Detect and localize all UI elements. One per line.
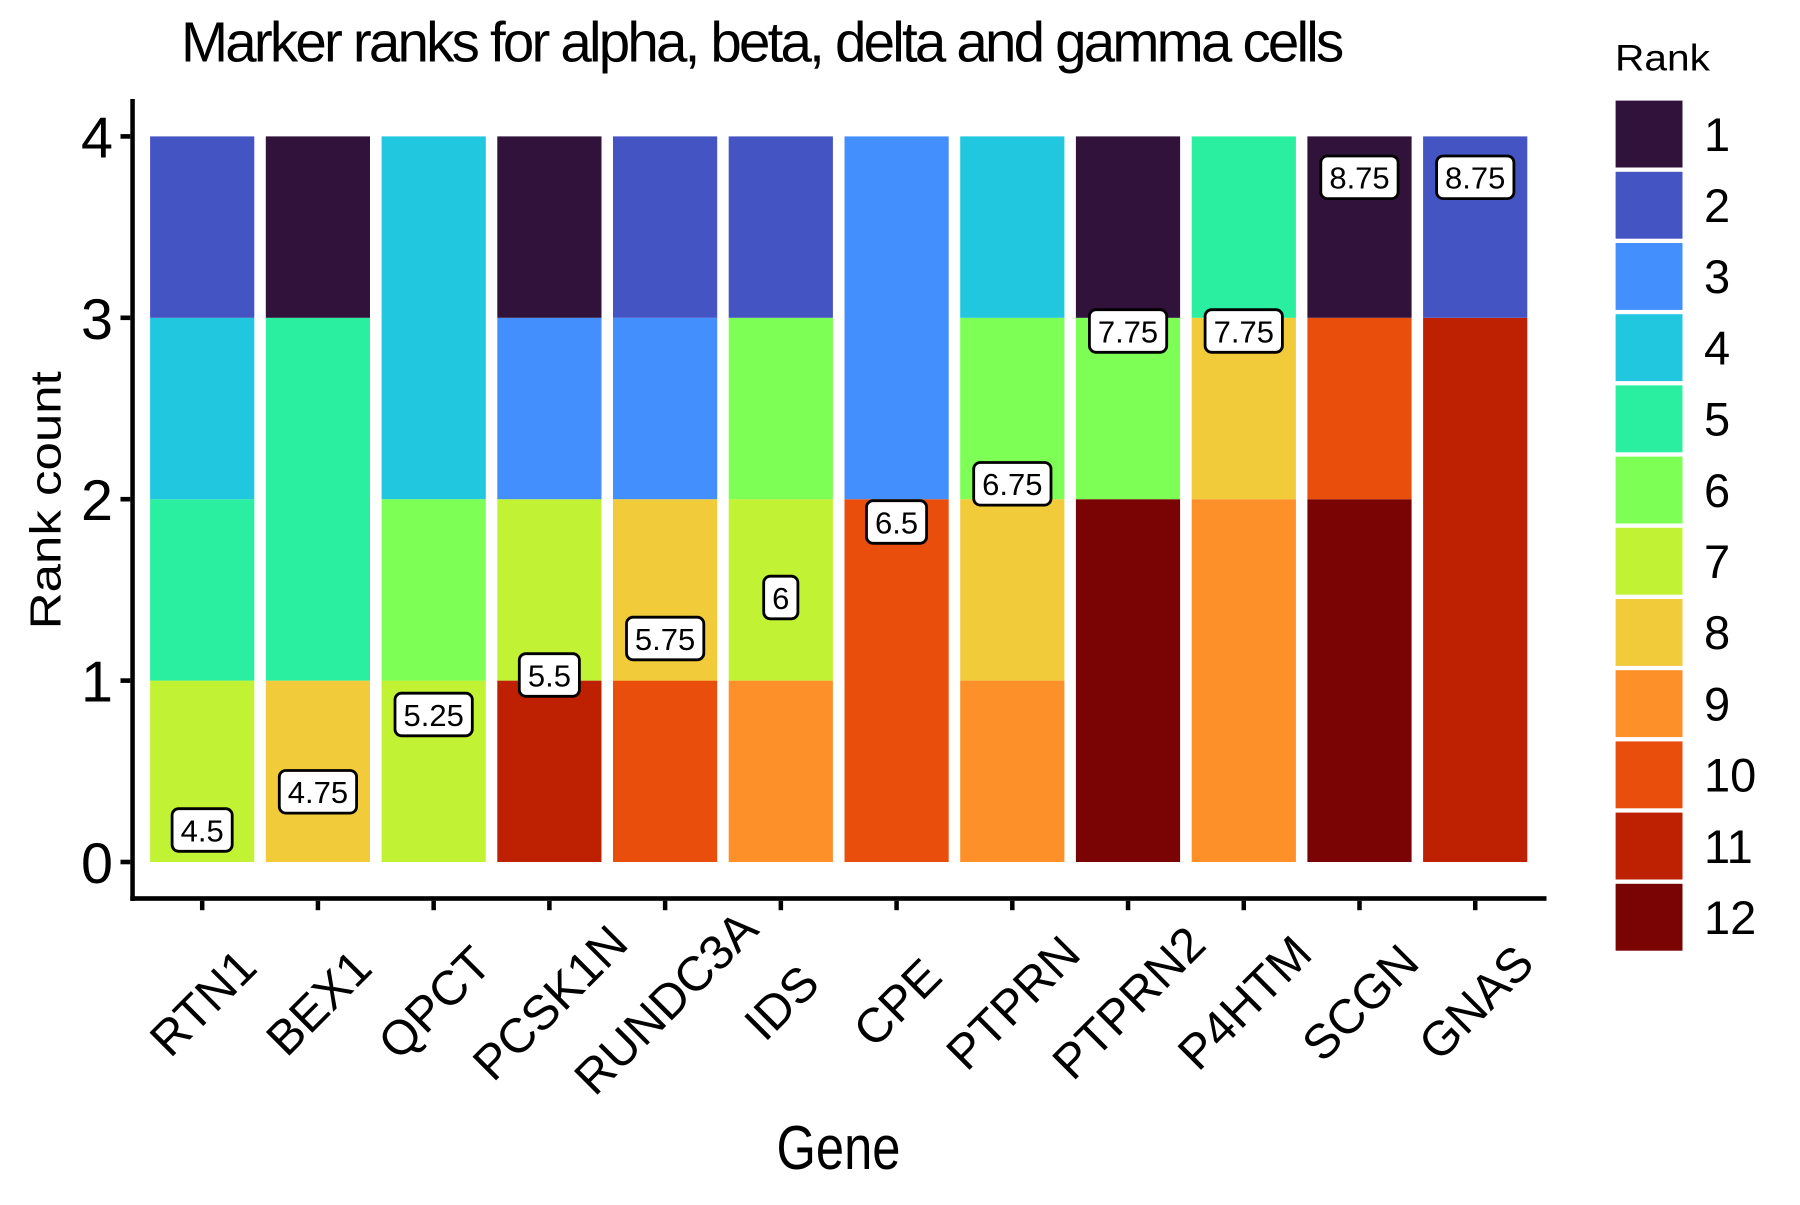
svg-text:7: 7 bbox=[1704, 535, 1730, 588]
svg-text:5.75: 5.75 bbox=[635, 622, 695, 657]
svg-text:4: 4 bbox=[1704, 321, 1730, 374]
svg-text:4.75: 4.75 bbox=[288, 775, 348, 810]
svg-text:12: 12 bbox=[1704, 891, 1756, 944]
svg-text:6.75: 6.75 bbox=[982, 467, 1042, 502]
svg-text:6.5: 6.5 bbox=[875, 505, 918, 540]
svg-text:11: 11 bbox=[1704, 820, 1753, 873]
svg-text:2: 2 bbox=[81, 469, 113, 533]
svg-text:5.25: 5.25 bbox=[404, 698, 464, 733]
svg-text:9: 9 bbox=[1704, 677, 1730, 730]
svg-text:4: 4 bbox=[81, 106, 113, 170]
svg-text:7.75: 7.75 bbox=[1098, 314, 1158, 349]
svg-text:7.75: 7.75 bbox=[1214, 314, 1274, 349]
svg-text:Gene: Gene bbox=[777, 1114, 901, 1183]
svg-text:1: 1 bbox=[81, 651, 113, 715]
svg-text:3: 3 bbox=[1704, 250, 1730, 303]
svg-text:1: 1 bbox=[1704, 108, 1730, 161]
svg-text:3: 3 bbox=[81, 288, 113, 352]
svg-text:6: 6 bbox=[1704, 464, 1730, 517]
svg-text:5.5: 5.5 bbox=[528, 658, 571, 693]
svg-text:5: 5 bbox=[1704, 393, 1730, 446]
svg-text:2: 2 bbox=[1704, 179, 1730, 232]
svg-text:0: 0 bbox=[81, 832, 113, 896]
svg-text:Rank count: Rank count bbox=[22, 371, 71, 629]
svg-text:Marker ranks for alpha, beta,: Marker ranks for alpha, beta, delta and … bbox=[181, 10, 1343, 73]
svg-text:Rank: Rank bbox=[1615, 37, 1711, 78]
svg-text:8: 8 bbox=[1704, 606, 1730, 659]
svg-text:8.75: 8.75 bbox=[1445, 161, 1505, 196]
svg-text:8.75: 8.75 bbox=[1329, 161, 1389, 196]
svg-text:4.5: 4.5 bbox=[181, 813, 224, 848]
svg-text:6: 6 bbox=[772, 581, 789, 616]
svg-text:10: 10 bbox=[1704, 749, 1756, 802]
